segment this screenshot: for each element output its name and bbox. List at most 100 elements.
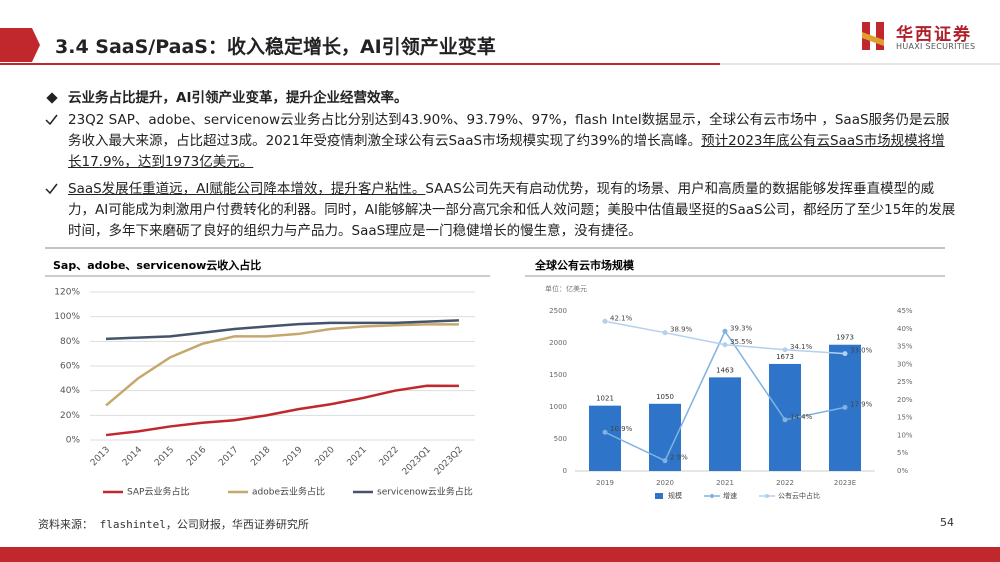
bar-value-label: 1021 [596,395,614,403]
x-tick-label: 2022 [776,479,794,487]
legend-label: servicenow云业务占比 [377,486,473,498]
bullet-underlined: 预计2023年底公有云SaaS市场规模将增长17.9%，达到1973亿美元。 [68,133,945,170]
line-value-label: 38.9% [670,326,693,334]
x-tick-label: 2021 [346,445,369,468]
unit-label: 单位：亿美元 [545,284,587,293]
legend-label: adobe云业务占比 [252,486,325,498]
x-tick-label: 2020 [313,445,336,468]
legend-swatch [655,493,663,499]
line-point [722,328,728,334]
y-tick-label: 0 [563,467,567,475]
bullet: SaaS发展任重道远，AI赋能公司降本增效，提升客户粘性。SAAS公司先天有启动… [68,179,958,242]
y-tick-label: 1000 [549,403,567,411]
footer-band [0,547,1000,562]
line-value-label: 14.4% [790,413,813,421]
y2-tick-label: 0% [897,467,908,475]
line-point [842,351,848,357]
line-point [602,429,608,435]
line-value-label: 42.1% [610,314,633,322]
y-tick-label: 2000 [549,339,567,347]
line-value-label: 2.9% [670,454,688,462]
bullet-diamond [46,92,58,104]
bar-value-label: 1673 [776,353,794,361]
line-series [105,319,460,341]
bar-value-label: 1050 [656,393,674,401]
x-tick-label: 2020 [656,479,674,487]
x-tick-label: 2023Q2 [433,445,465,477]
logo-name: 华西证券 [896,25,972,45]
legend-label: SAP云业务占比 [127,486,189,498]
x-tick-label: 2014 [121,445,144,468]
y-tick-label: 120% [54,288,80,298]
bullet-check [45,183,58,195]
logo-sub: HUAXI SECURITIES [896,42,976,51]
slide-title: 3.4 SaaS/PaaS：收入稳定增长，AI引领产业变革 [55,36,496,58]
line-value-label: 39.3% [730,324,753,332]
line-series [105,384,459,437]
line-value-label: 17.9% [850,400,873,408]
y-tick-label: 80% [60,337,80,347]
line-value-label: 33.0% [850,347,873,355]
source-note: 资料来源： flashintel，公司财报，华西证券研究所 [38,518,309,531]
legend-label: 规模 [668,491,682,500]
page-number: 54 [940,516,954,529]
line-point [782,347,788,353]
x-tick-label: 2021 [716,479,734,487]
y2-tick-label: 10% [897,431,913,439]
y-tick-label: 60% [60,362,80,372]
line-point [662,458,668,464]
line-point [662,330,668,336]
legend-label: 公有云中占比 [778,491,820,500]
x-tick-label: 2018 [249,445,272,468]
bullet-text: 云业务占比提升，AI引领产业变革，提升企业经营效率。 [68,90,408,106]
chart-title: 全球公有云市场规模 [534,258,635,272]
y-tick-label: 500 [554,435,567,443]
line-point [842,404,848,410]
x-tick-label: 2013 [89,445,112,468]
y-tick-label: 40% [60,386,80,396]
x-tick-label: 2016 [185,445,208,468]
chart: Sap、adobe、servicenow云收入占比 0% 20% 40% 60% 80% 1… [45,258,490,498]
bullet: 云业务占比提升，AI引领产业变革，提升企业经营效率。 [68,88,958,109]
header-tab [0,28,40,62]
y2-tick-label: 35% [897,343,913,351]
y-tick-label: 2500 [549,307,567,315]
y2-tick-label: 20% [897,396,913,404]
x-tick-label: 2023Q1 [401,445,433,477]
bullet-text: SAAS公司先天有启动优势，现有的场景、用户和高质量的数据能够发挥垂直模型的威力… [68,181,956,239]
line-value-label: 35.5% [730,338,753,346]
legend-swatch-dot [765,494,769,498]
x-tick-label: 2022 [378,445,401,468]
legend-label: 增速 [723,491,737,500]
line-value-label: 10.9% [610,425,633,433]
chart-title: Sap、adobe、servicenow云收入占比 [53,258,261,272]
line-point [722,342,728,348]
line-point [602,318,608,324]
x-tick-label: 2017 [217,445,240,468]
x-tick-label: 2019 [281,445,304,468]
legend-swatch-dot [710,494,714,498]
line-point [782,417,788,423]
logo-mark [862,22,884,50]
x-tick-label: 2019 [596,479,614,487]
y2-tick-label: 15% [897,414,913,422]
y-tick-label: 20% [60,411,80,421]
y2-tick-label: 30% [897,360,913,368]
bar [709,377,741,471]
bullet-text: 23Q2 SAP、adobe、servicenow云业务占比分别达到43.90%… [68,112,950,149]
bar [589,405,621,471]
y2-tick-label: 5% [897,449,908,457]
y-tick-label: 1500 [549,371,567,379]
x-tick-label: 2023E [834,479,856,487]
bullet-underlined: SaaS发展任重道远，AI赋能公司降本增效，提升客户粘性。 [68,181,426,197]
y2-tick-label: 45% [897,307,913,315]
bullet-check [45,114,58,126]
bullet: 23Q2 SAP、adobe、servicenow云业务占比分别达到43.90%… [68,110,958,173]
y-tick-label: 100% [54,312,80,322]
y2-tick-label: 40% [897,325,913,333]
y-tick-label: 0% [66,436,81,446]
line-series [105,323,459,407]
